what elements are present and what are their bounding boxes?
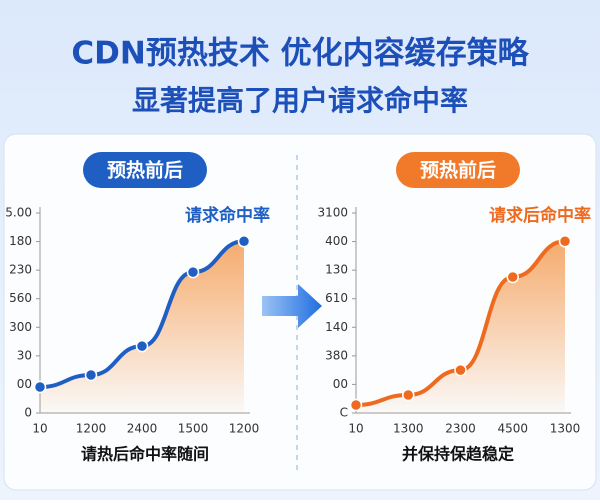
subtitle: 显著提高了用户请求命中率 — [132, 84, 468, 117]
point — [506, 270, 519, 284]
point — [186, 265, 200, 279]
y-tick-label: C — [340, 406, 348, 420]
x-tick-label: 2400 — [127, 422, 158, 436]
point — [454, 363, 467, 377]
y-tick-label: 300 — [9, 320, 32, 334]
x-tick-label: 1200 — [229, 422, 260, 436]
y-tick-label: 00 — [17, 377, 32, 391]
legend-label: 请求命中率 — [185, 205, 270, 226]
point — [33, 380, 47, 394]
arrow — [262, 284, 322, 328]
x-tick-label: 1200 — [76, 422, 107, 436]
y-tick-label: 3100 — [317, 206, 348, 220]
y-tick-label: 30 — [17, 348, 32, 362]
y-tick-label: 380 — [325, 348, 348, 362]
area — [40, 241, 244, 413]
x-tick-label: 4500 — [497, 422, 528, 436]
x-tick-label: 10 — [348, 422, 363, 436]
x-tick-label: 1300 — [393, 422, 424, 436]
y-tick-label: 180 — [9, 234, 32, 248]
x-tick-label: 1300 — [550, 422, 581, 436]
point — [84, 368, 98, 382]
title-badge — [83, 152, 207, 188]
y-tick-label: 140 — [325, 320, 348, 334]
x-tick-label: 2300 — [445, 422, 476, 436]
caption: 请热后命中率随间 — [81, 445, 209, 464]
y-tick-label: 230 — [9, 263, 32, 277]
chart-title: 预热前后 — [107, 159, 183, 182]
y-tick-label: 0 — [24, 406, 32, 420]
x-tick-label: 1500 — [178, 422, 209, 436]
x-tick-label: 10 — [32, 422, 47, 436]
y-tick-label: 610 — [325, 291, 348, 305]
caption: 并保持保趋稳定 — [402, 445, 514, 464]
chart-title: 预热前后 — [420, 159, 496, 182]
line — [354, 239, 567, 407]
title: CDN预热技术 优化内容缓存策略 — [71, 36, 529, 72]
line — [38, 239, 246, 389]
point — [402, 388, 415, 402]
title-badge — [396, 152, 520, 188]
point — [237, 235, 251, 248]
y-tick-label: 130 — [325, 263, 348, 277]
point — [135, 339, 149, 353]
point — [558, 235, 572, 248]
y-tick-label: 560 — [9, 291, 32, 305]
y-tick-label: 00 — [333, 377, 348, 391]
y-tick-label: 400 — [325, 234, 348, 248]
point — [349, 398, 363, 412]
legend-label: 请求后命中率 — [489, 205, 591, 226]
y-tick-label: 5.00 — [5, 206, 32, 220]
area — [356, 241, 565, 413]
